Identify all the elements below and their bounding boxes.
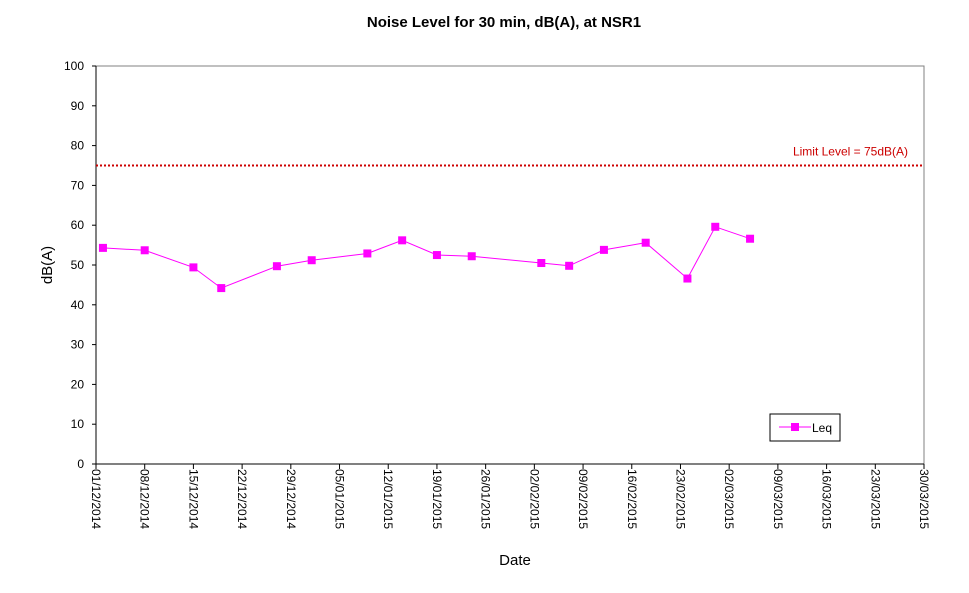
data-point [746,234,755,243]
chart-title: Noise Level for 30 min, dB(A), at NSR1 [367,14,641,31]
y-tick-label: 0 [77,457,84,471]
series-group [98,222,755,293]
data-point [467,252,476,261]
data-point [363,249,372,258]
x-tick-label: 19/01/2015 [430,469,444,529]
x-tick-label: 01/12/2014 [89,469,103,529]
limit-level-label: Limit Level = 75dB(A) [793,145,908,159]
y-axis: 0 10 20 30 40 50 60 70 80 90 100 [64,59,97,471]
y-tick-label: 70 [71,178,85,192]
x-tick-label: 30/03/2015 [917,469,931,529]
y-tick-label: 50 [71,258,85,272]
y-tick-label: 40 [71,298,85,312]
y-tick-label: 90 [71,99,85,113]
data-point [683,274,692,283]
x-tick-label: 23/02/2015 [673,469,687,529]
data-point [599,245,608,254]
data-point [711,222,720,231]
data-point [217,284,226,293]
x-tick-label: 16/03/2015 [820,469,834,529]
legend: Leq [769,413,841,442]
plot-area-frame [95,65,925,465]
x-tick-label: 05/01/2015 [333,469,347,529]
y-tick-label: 100 [64,59,84,73]
y-axis-title: dB(A) [39,246,56,284]
x-tick-label: 02/03/2015 [722,469,736,529]
data-point [189,263,198,272]
x-tick-label: 26/01/2015 [479,469,493,529]
legend-series-marker [791,423,799,431]
x-tick-label: 12/01/2015 [381,469,395,529]
data-point [140,246,149,255]
x-tick-label: 15/12/2014 [186,469,200,529]
y-tick-label: 60 [71,218,85,232]
x-tick-label: 09/02/2015 [576,469,590,529]
y-tick-label: 20 [71,377,85,391]
y-tick-label: 10 [71,417,85,431]
data-point [565,261,574,270]
x-tick-label: 22/12/2014 [235,469,249,529]
data-point [432,251,441,260]
y-tick-label: 80 [71,139,85,153]
data-point [307,256,316,265]
x-axis-title: Date [499,552,531,569]
y-tick-label: 30 [71,338,85,352]
data-point [398,236,407,245]
data-point [272,262,281,271]
legend-series-label: Leq [812,421,832,435]
x-tick-label: 09/03/2015 [771,469,785,529]
x-tick-label: 16/02/2015 [625,469,639,529]
data-point [641,238,650,247]
x-tick-label: 29/12/2014 [284,469,298,529]
x-tick-label: 23/03/2015 [868,469,882,529]
data-point [98,243,107,252]
x-tick-label: 02/02/2015 [527,469,541,529]
x-axis: 01/12/2014 08/12/2014 15/12/2014 22/12/2014… [89,463,931,529]
reference-lines: Limit Level = 75dB(A) [96,145,924,167]
series-line-leq [102,226,751,289]
x-tick-label: 08/12/2014 [138,469,152,529]
data-point [537,259,546,268]
